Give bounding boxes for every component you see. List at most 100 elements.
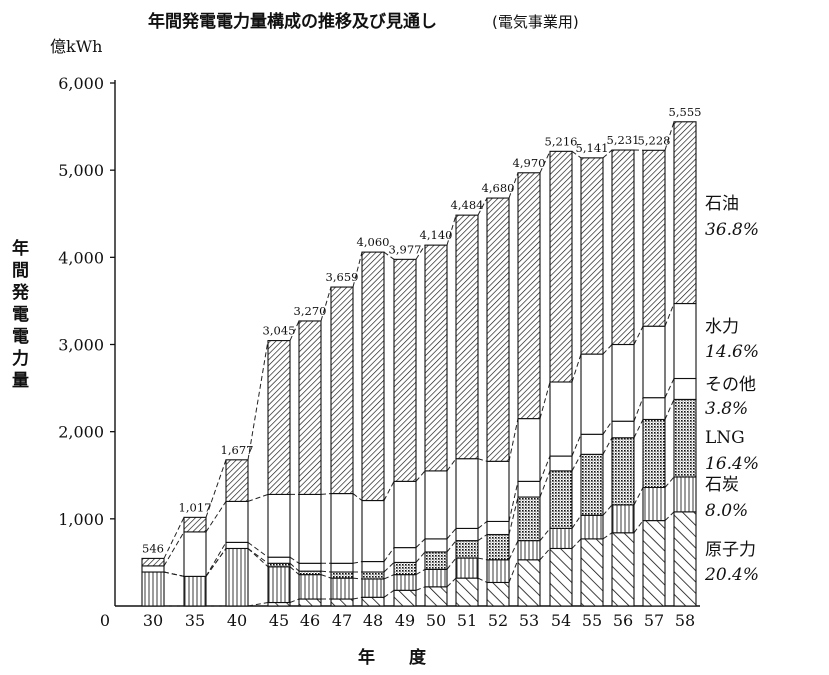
connector-8-1	[446, 557, 457, 570]
legend-share: 36.8%	[705, 220, 759, 240]
connector-14-1	[633, 487, 644, 506]
x-tick-label-54: 54	[551, 611, 571, 630]
bar-segment-47-1	[330, 577, 354, 600]
connector-8-4	[446, 458, 457, 472]
bar-segment-52-4	[486, 460, 510, 522]
connector-9-0	[477, 577, 488, 583]
bar-segment-56-5	[611, 149, 635, 346]
bar-segment-49-1	[393, 574, 417, 591]
connector-0-4	[163, 531, 185, 567]
connector-9-3	[477, 521, 488, 529]
bar-segment-53-5	[517, 172, 541, 420]
connector-12-0	[571, 538, 582, 549]
bar-segment-58-4	[673, 302, 697, 380]
bar-segment-57-1	[642, 486, 666, 522]
x-tick-label-35: 35	[185, 611, 205, 630]
connector-13-2	[602, 437, 613, 455]
connector-9-4	[477, 458, 488, 462]
bar-segment-30-1	[141, 571, 165, 607]
bar-segment-50-0	[424, 586, 448, 607]
connector-12-5	[571, 150, 582, 159]
bar-segment-35-1	[183, 575, 207, 607]
connector-7-4	[415, 470, 426, 482]
y-tick-group: 0 1,000 2,000 3,000 4,000 5,000 6,000	[58, 74, 115, 630]
total-label-48: 4,060	[357, 235, 390, 249]
bar-segment-47-3	[330, 562, 354, 573]
bar-segment-53-3	[517, 480, 541, 498]
bar-segment-56-1	[611, 504, 635, 534]
x-tick-label-53: 53	[519, 611, 539, 630]
connector-15-2	[664, 399, 675, 420]
bar-segment-57-0	[642, 520, 666, 607]
bar-segment-40-3	[225, 541, 249, 550]
connector-3-1	[289, 566, 300, 575]
connector-2-2	[247, 548, 269, 564]
x-tick-label-56: 56	[613, 611, 633, 630]
connector-1-4	[205, 501, 227, 533]
bar-segment-51-1	[455, 557, 479, 579]
total-label-40: 1,677	[221, 443, 254, 457]
bar-segment-50-4	[424, 470, 448, 540]
connector-10-1	[508, 540, 519, 561]
connector-6-2	[383, 562, 395, 573]
connector-14-4	[633, 325, 644, 345]
connector-9-2	[477, 534, 488, 542]
bar-segment-51-3	[455, 527, 479, 542]
y-tick-label: 3,000	[58, 336, 104, 355]
connector-13-0	[602, 532, 613, 540]
bar-segment-53-4	[517, 418, 541, 482]
bar-segment-56-0	[611, 532, 635, 607]
bar-segment-58-3	[673, 377, 697, 400]
total-label-51: 4,484	[451, 198, 484, 212]
connector-6-4	[383, 481, 395, 501]
connector-5-4	[352, 493, 363, 501]
connector-2-3	[247, 541, 269, 558]
bar-segment-57-4	[642, 325, 666, 399]
y-tick-label: 6,000	[58, 74, 104, 93]
connector-12-1	[571, 515, 582, 529]
bar-segment-46-3	[298, 562, 322, 572]
total-label-47: 3,659	[326, 270, 359, 284]
total-label-54: 5,216	[545, 134, 578, 148]
connector-6-5	[383, 251, 395, 260]
connector-2-5	[247, 340, 269, 460]
connector-2-4	[247, 493, 269, 502]
bar-segment-51-4	[455, 458, 479, 529]
bar-segment-51-0	[455, 577, 479, 607]
connector-9-5	[477, 197, 488, 216]
bar-segment-45-4	[267, 493, 291, 558]
y-axis: 0 1,000 2,000 3,000 4,000 5,000 6,000	[58, 74, 116, 630]
connector-15-4	[664, 303, 675, 327]
x-tick-label-51: 51	[457, 611, 477, 630]
legend-share: 20.4%	[704, 565, 759, 585]
bar-segment-52-2	[486, 533, 510, 561]
legend-share: 8.0%	[705, 501, 748, 521]
bar-segment-46-0	[298, 598, 322, 607]
connector-3-5	[289, 320, 300, 341]
connector-11-3	[539, 455, 551, 482]
bar-segment-50-5	[424, 244, 448, 472]
bar-segment-52-1	[486, 559, 510, 584]
bar-segment-52-5	[486, 197, 510, 462]
bar-segment-48-3	[361, 560, 385, 573]
connector-6-3	[383, 547, 395, 562]
bar-segment-53-0	[517, 559, 541, 607]
bar-segment-49-0	[393, 589, 417, 607]
bar-segment-48-1	[361, 578, 385, 598]
bar-segment-48-0	[361, 596, 385, 607]
bar-segment-47-4	[330, 493, 354, 564]
connector-10-4	[508, 418, 519, 462]
total-label-35: 1,017	[179, 500, 212, 514]
connector-5-3	[352, 561, 363, 564]
connector-3-0	[289, 598, 300, 603]
legend-name: 石炭	[705, 475, 739, 495]
connector-4-5	[320, 286, 332, 322]
bar-segment-55-0	[580, 538, 604, 607]
connector-15-3	[664, 378, 675, 398]
connector-15-5	[664, 121, 675, 151]
bar-segment-47-2	[330, 571, 354, 579]
bar-segment-51-2	[455, 540, 479, 559]
y-tick-label: 0	[100, 611, 110, 630]
connector-11-2	[539, 470, 551, 498]
legend-share: 16.4%	[705, 454, 759, 474]
